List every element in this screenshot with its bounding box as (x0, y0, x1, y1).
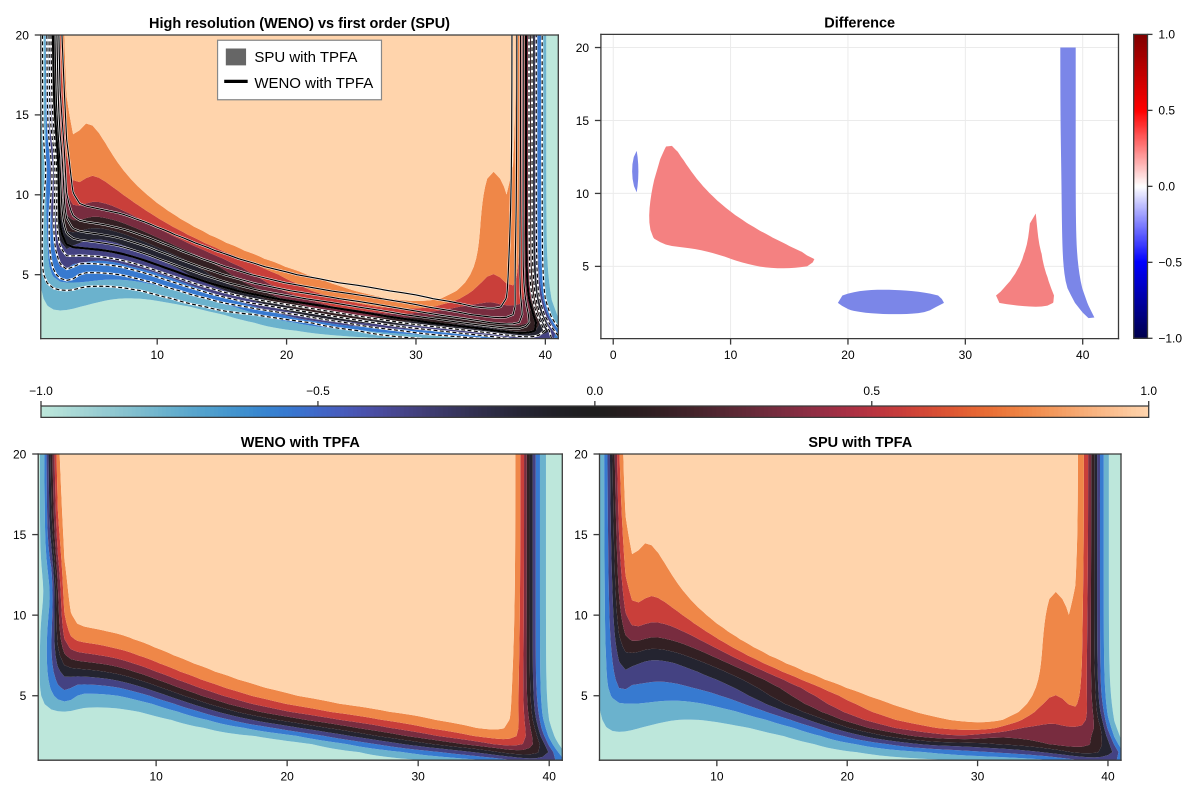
svg-text:30: 30 (411, 770, 425, 784)
svg-text:5: 5 (20, 689, 27, 703)
svg-text:10: 10 (13, 609, 27, 623)
svg-text:1.0: 1.0 (1140, 384, 1157, 398)
svg-text:40: 40 (539, 348, 553, 362)
svg-text:High resolution (WENO) vs firs: High resolution (WENO) vs first order (S… (149, 16, 450, 32)
svg-text:Difference: Difference (824, 15, 895, 31)
svg-text:1.0: 1.0 (1158, 28, 1175, 42)
svg-text:20: 20 (16, 28, 30, 42)
svg-text:30: 30 (409, 348, 423, 362)
svg-text:5: 5 (582, 260, 589, 274)
svg-text:WENO with TPFA: WENO with TPFA (241, 435, 361, 451)
svg-text:−0.5: −0.5 (1158, 256, 1182, 270)
svg-text:5: 5 (581, 689, 588, 703)
svg-text:20: 20 (574, 447, 588, 461)
svg-text:15: 15 (574, 528, 588, 542)
svg-text:20: 20 (841, 770, 855, 784)
svg-text:30: 30 (959, 348, 973, 362)
svg-text:0: 0 (610, 348, 617, 362)
svg-text:15: 15 (576, 114, 590, 128)
svg-text:20: 20 (13, 447, 27, 461)
svg-text:−1.0: −1.0 (1158, 332, 1182, 346)
svg-text:10: 10 (574, 609, 588, 623)
svg-text:15: 15 (16, 108, 30, 122)
svg-text:20: 20 (841, 348, 855, 362)
svg-text:WENO with TPFA: WENO with TPFA (254, 75, 373, 92)
svg-text:−1.0: −1.0 (29, 384, 53, 398)
svg-text:SPU with TPFA: SPU with TPFA (254, 49, 357, 66)
svg-text:40: 40 (543, 770, 557, 784)
svg-text:20: 20 (280, 770, 294, 784)
svg-text:SPU with TPFA: SPU with TPFA (808, 435, 912, 451)
svg-text:0.5: 0.5 (1158, 104, 1175, 118)
svg-text:15: 15 (13, 528, 27, 542)
svg-text:40: 40 (1076, 348, 1090, 362)
svg-text:5: 5 (22, 268, 29, 282)
svg-text:40: 40 (1101, 770, 1115, 784)
svg-text:10: 10 (710, 770, 724, 784)
svg-text:10: 10 (149, 770, 163, 784)
svg-text:20: 20 (280, 348, 294, 362)
svg-text:0.5: 0.5 (863, 384, 880, 398)
svg-text:20: 20 (576, 41, 590, 55)
svg-text:0.0: 0.0 (587, 384, 604, 398)
svg-text:−0.5: −0.5 (306, 384, 330, 398)
svg-text:10: 10 (724, 348, 738, 362)
svg-text:10: 10 (151, 348, 165, 362)
svg-text:30: 30 (971, 770, 985, 784)
svg-text:10: 10 (576, 187, 590, 201)
svg-text:0.0: 0.0 (1158, 180, 1175, 194)
svg-text:10: 10 (16, 188, 30, 202)
